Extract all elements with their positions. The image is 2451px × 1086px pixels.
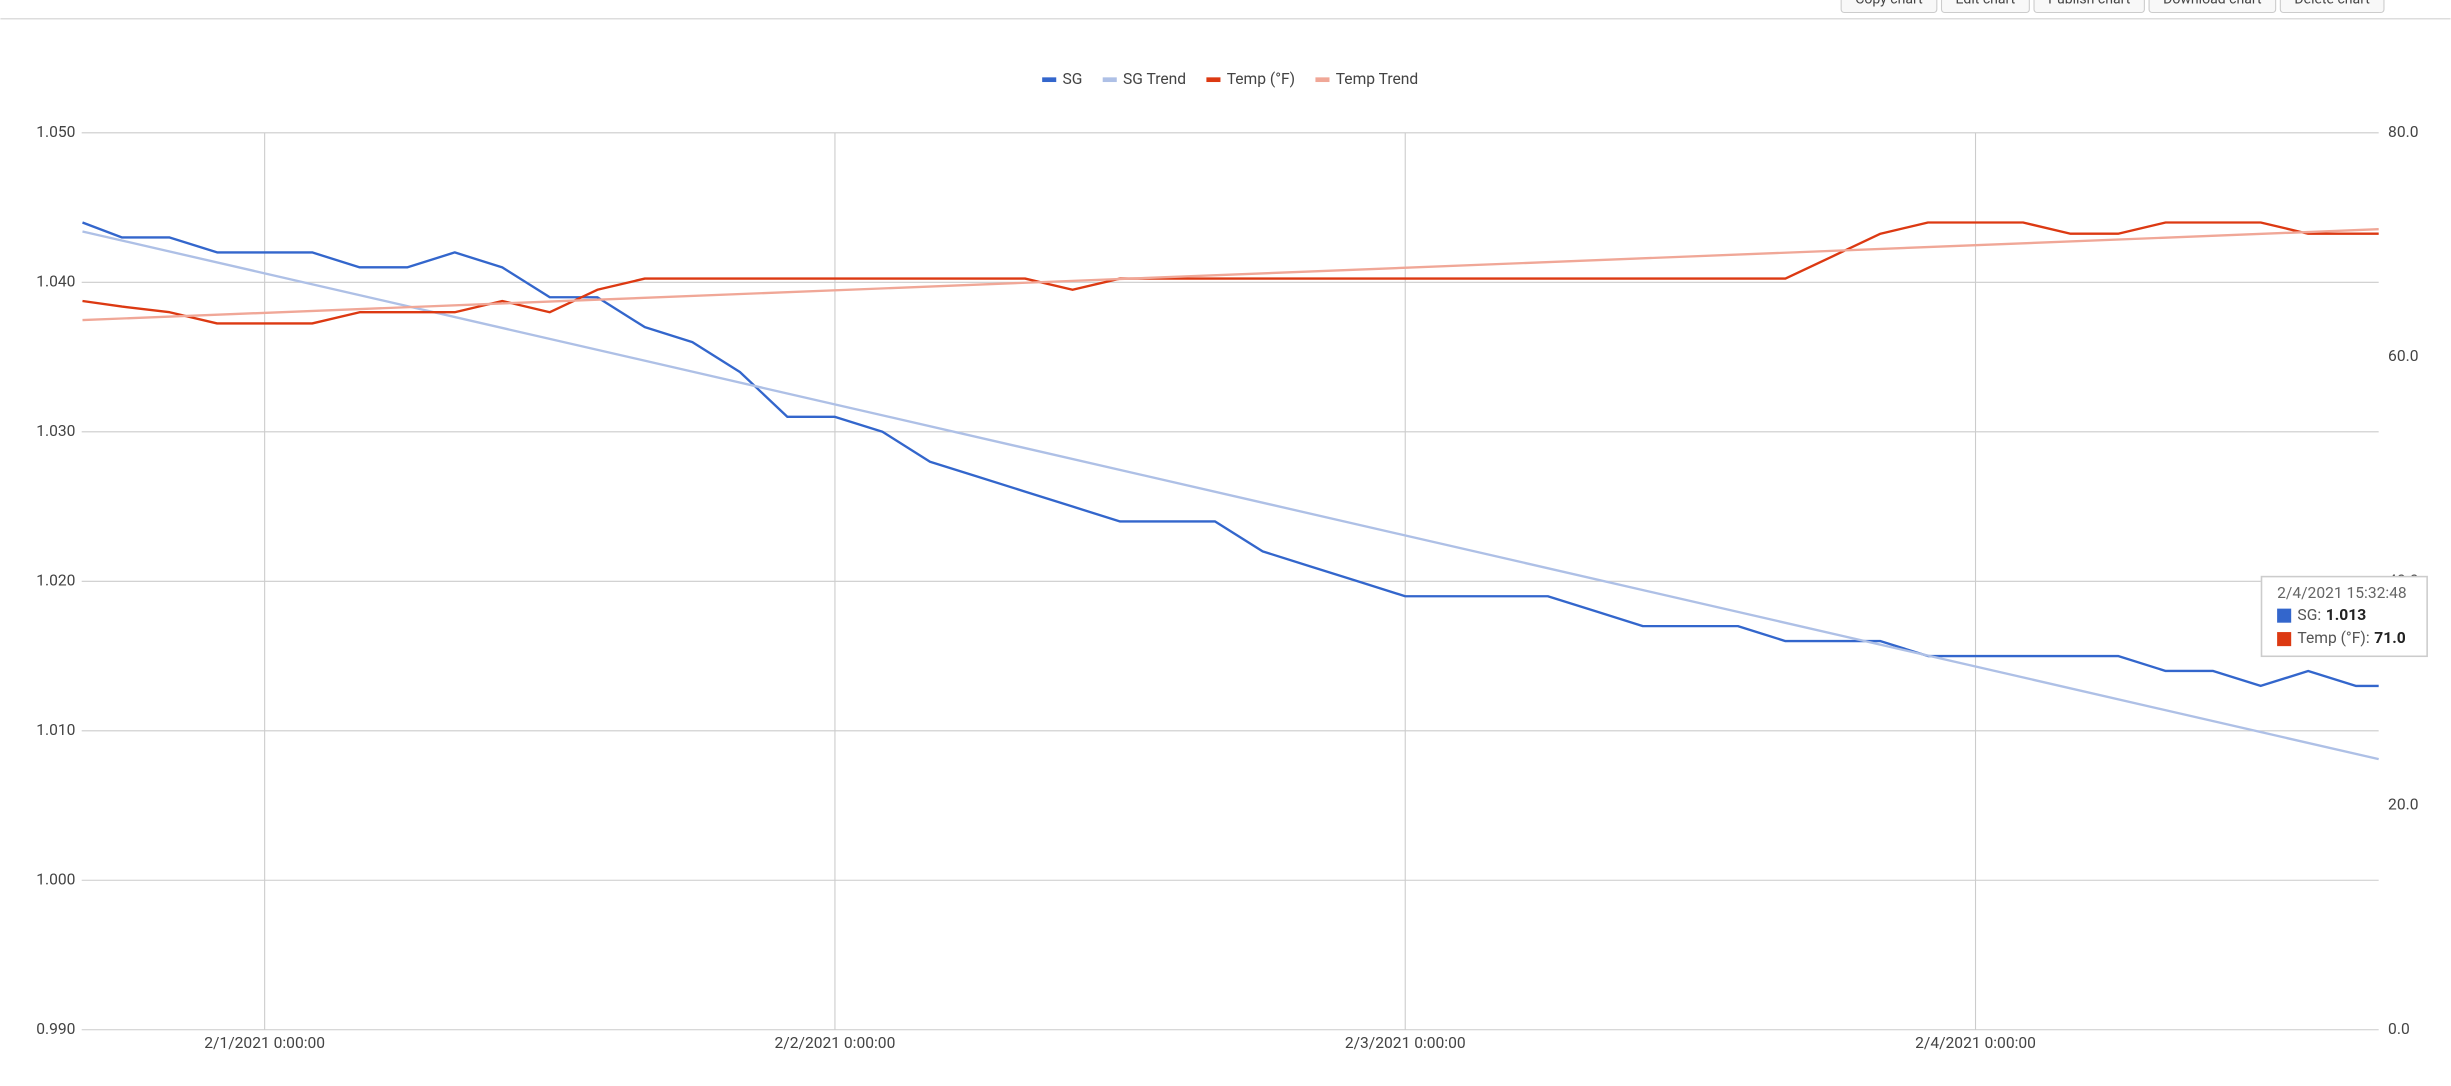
x-tick-label: 2/4/2021 0:00:00 [1915, 1034, 2036, 1052]
plot-area [82, 221, 2379, 761]
y-tick-label: 1.030 [36, 422, 75, 440]
legend-swatch [1206, 77, 1221, 83]
series-line [82, 221, 2379, 688]
button-frame[interactable] [2148, 0, 2277, 14]
series-line [82, 221, 2379, 325]
grid: 0.990 1.000 1.010 1.020 1.030 1.040 1.050 0.0 20… [36, 123, 2418, 1052]
series-line [82, 230, 2379, 761]
legend: SG SG Trend Temp (°F) Temp Trend [1042, 70, 1418, 88]
button-frame[interactable] [1940, 0, 2030, 14]
button-frame[interactable] [2279, 0, 2385, 14]
legend-label: SG [1062, 70, 1082, 88]
legend-label: Temp Trend [1336, 70, 1418, 88]
tooltip-value: 71.0 [2374, 629, 2405, 647]
toolbar-button[interactable]: Edit chart [1940, 0, 2030, 14]
toolbar-button[interactable]: Copy chart [1840, 0, 1938, 14]
tooltip: 2/4/2021 15:32:48 SG: 1.013 Temp (°F): 71.0 [2260, 575, 2428, 658]
y-tick-label: 1.010 [36, 721, 75, 739]
y-tick-label: 1.040 [36, 272, 75, 290]
y2-tick-label: 0.0 [2388, 1020, 2410, 1038]
x-tick-label: 2/3/2021 0:00:00 [1345, 1034, 1466, 1052]
y-tick-label: 1.000 [36, 870, 75, 888]
button-label[interactable]: Copy chart [1855, 0, 1923, 8]
x-tick-label: 2/1/2021 0:00:00 [204, 1034, 325, 1052]
tooltip-name: Temp (°F): [2297, 629, 2369, 647]
tooltip-value: 1.013 [2326, 606, 2366, 624]
button-frame[interactable] [2033, 0, 2145, 14]
toolbar-button[interactable]: Delete chart [2279, 0, 2385, 14]
button-frame[interactable] [1840, 0, 1938, 14]
toolbar: Copy chart Edit chart Publish chart Downloa… [1840, 0, 2385, 14]
legend-swatch [1042, 77, 1057, 83]
legend-swatch [1315, 77, 1330, 83]
x-tick-label: 2/2/2021 0:00:00 [775, 1034, 896, 1052]
legend-label: Temp (°F) [1227, 70, 1295, 88]
tooltip-swatch [2277, 608, 2292, 623]
toolbar-button[interactable]: Publish chart [2033, 0, 2145, 14]
y-tick-label: 1.050 [36, 123, 75, 141]
y-tick-label: 0.990 [36, 1020, 75, 1038]
legend-swatch [1102, 77, 1117, 83]
y2-tick-label: 20.0 [2388, 796, 2418, 814]
y2-tick-label: 80.0 [2388, 123, 2418, 141]
y-tick-label: 1.020 [36, 571, 75, 589]
button-label[interactable]: Edit chart [1956, 0, 2016, 8]
y2-tick-label: 60.0 [2388, 347, 2418, 365]
tooltip-swatch [2277, 632, 2292, 647]
tooltip-name: SG: [2297, 606, 2321, 624]
button-label[interactable]: Download chart [2163, 0, 2262, 8]
button-label[interactable]: Delete chart [2294, 0, 2370, 8]
toolbar-button[interactable]: Download chart [2148, 0, 2277, 14]
tooltip-title: 2/4/2021 15:32:48 [2277, 584, 2407, 602]
legend-label: SG Trend [1123, 70, 1186, 88]
series-line [82, 228, 2379, 322]
button-label[interactable]: Publish chart [2048, 0, 2131, 8]
